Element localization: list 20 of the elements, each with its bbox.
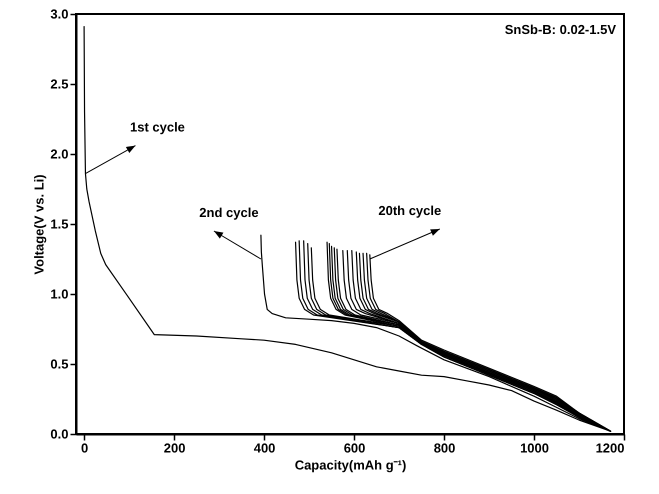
x-tick-label: 800 xyxy=(434,440,456,456)
annotation: 1st cycle xyxy=(130,120,185,135)
annotation: SnSb-B: 0.02-1.5V xyxy=(504,22,616,37)
x-tick-label: 600 xyxy=(344,440,366,456)
y-tick-label: 2.0 xyxy=(50,146,68,162)
x-tick-label: 1000 xyxy=(520,440,549,456)
y-tick-label: 0.5 xyxy=(50,356,68,372)
y-tick-label: 1.0 xyxy=(50,286,68,302)
y-tick-label: 1.5 xyxy=(50,216,68,232)
y-tick-label: 0.0 xyxy=(50,426,68,442)
y-axis-title: Voltage(V vs. Li) xyxy=(31,174,46,275)
x-tick-label: 1200 xyxy=(596,440,624,456)
annotation: 2nd cycle xyxy=(199,205,259,220)
x-tick-label: 0 xyxy=(80,440,88,456)
x-tick-label: 400 xyxy=(254,440,276,456)
x-axis-title: Capacity(mAh g⁻¹) xyxy=(294,458,406,472)
y-tick-label: 3.0 xyxy=(50,6,68,22)
y-tick-label: 2.5 xyxy=(50,76,68,92)
annotation: 20th cycle xyxy=(378,203,442,218)
x-tick-label: 200 xyxy=(164,440,186,456)
